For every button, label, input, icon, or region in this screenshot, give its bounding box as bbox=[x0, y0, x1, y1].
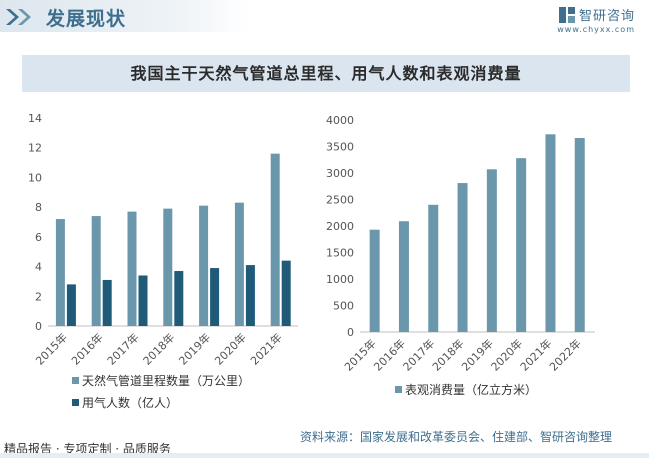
bar bbox=[138, 275, 148, 326]
bar bbox=[516, 158, 527, 332]
legend-swatch bbox=[72, 399, 79, 406]
x-tick-label: 2022年 bbox=[546, 336, 583, 373]
bar bbox=[127, 211, 137, 326]
section-title: 发展现状 bbox=[46, 8, 127, 30]
header-bar: 发展现状 智研咨询 www.chyxx.com bbox=[0, 0, 649, 36]
x-tick-label: 2017年 bbox=[104, 330, 141, 367]
x-tick-label: 2018年 bbox=[140, 330, 177, 367]
bar bbox=[66, 284, 76, 326]
bar bbox=[199, 205, 209, 326]
y-tick-label: 14 bbox=[28, 112, 42, 125]
header-band bbox=[0, 0, 250, 32]
bar bbox=[102, 279, 112, 326]
y-tick-label: 10 bbox=[28, 171, 42, 184]
bar bbox=[234, 202, 244, 326]
y-tick-label: 4 bbox=[35, 261, 42, 274]
bar bbox=[270, 153, 280, 326]
x-tick-label: 2021年 bbox=[247, 330, 284, 367]
y-tick-label: 2500 bbox=[326, 194, 354, 207]
bar bbox=[55, 219, 65, 326]
bar bbox=[545, 134, 556, 332]
x-tick-label: 2015年 bbox=[33, 330, 70, 367]
y-tick-label: 6 bbox=[35, 231, 42, 244]
logo-mark-icon bbox=[558, 6, 575, 23]
bar bbox=[281, 260, 291, 326]
y-tick-label: 2000 bbox=[326, 220, 354, 233]
legend-swatch bbox=[395, 386, 402, 393]
bar bbox=[428, 204, 439, 332]
x-tick-label: 2018年 bbox=[429, 336, 466, 373]
bar bbox=[457, 183, 468, 332]
chevron-right-icon bbox=[6, 9, 31, 25]
bar bbox=[398, 221, 409, 332]
x-tick-label: 2019年 bbox=[176, 330, 213, 367]
subtitle-background bbox=[22, 55, 630, 92]
y-tick-label: 1000 bbox=[326, 273, 354, 286]
y-tick-label: 12 bbox=[28, 142, 42, 155]
x-tick-label: 2016年 bbox=[371, 336, 408, 373]
x-tick-label: 2021年 bbox=[517, 336, 554, 373]
footer-source: 资料来源：国家发展和改革委员会、住建部、智研咨询整理 bbox=[300, 430, 613, 444]
x-tick-label: 2020年 bbox=[212, 330, 249, 367]
legend-label: 用气人数（亿人） bbox=[82, 395, 178, 410]
bar bbox=[91, 216, 101, 326]
y-tick-label: 4000 bbox=[326, 114, 354, 127]
y-tick-label: 3500 bbox=[326, 141, 354, 154]
bar bbox=[210, 268, 220, 326]
chart-subtitle: 我国主干天然气管道总里程、用气人数和表观消费量 bbox=[130, 64, 522, 83]
y-tick-label: 1500 bbox=[326, 247, 354, 260]
y-tick-label: 500 bbox=[333, 300, 354, 313]
bar bbox=[486, 169, 497, 332]
x-tick-label: 2015年 bbox=[341, 336, 378, 373]
legend-swatch bbox=[72, 377, 79, 384]
brand-logo: 智研咨询 bbox=[558, 5, 635, 24]
x-tick-label: 2019年 bbox=[458, 336, 495, 373]
x-tick-label: 2017年 bbox=[400, 336, 437, 373]
legend-label: 天然气管道里程数量（万公里） bbox=[82, 373, 250, 388]
x-tick-label: 2020年 bbox=[488, 336, 525, 373]
bar bbox=[174, 271, 184, 326]
logo-url: www.chyxx.com bbox=[557, 25, 635, 34]
y-tick-label: 3000 bbox=[326, 167, 354, 180]
bar bbox=[369, 229, 380, 332]
bar bbox=[574, 138, 585, 332]
x-tick-label: 2016年 bbox=[68, 330, 105, 367]
y-tick-label: 8 bbox=[35, 201, 42, 214]
legend-label: 表观消费量（亿立方米） bbox=[405, 382, 537, 397]
bar bbox=[163, 208, 173, 326]
bar bbox=[245, 265, 255, 326]
logo-name: 智研咨询 bbox=[578, 9, 635, 24]
y-tick-label: 0 bbox=[347, 326, 354, 339]
y-tick-label: 2 bbox=[35, 290, 42, 303]
footer-tagline: 精品报告 · 专项定制 · 品质服务 bbox=[4, 442, 171, 456]
y-tick-label: 0 bbox=[35, 320, 42, 333]
footer-bar bbox=[0, 453, 649, 458]
